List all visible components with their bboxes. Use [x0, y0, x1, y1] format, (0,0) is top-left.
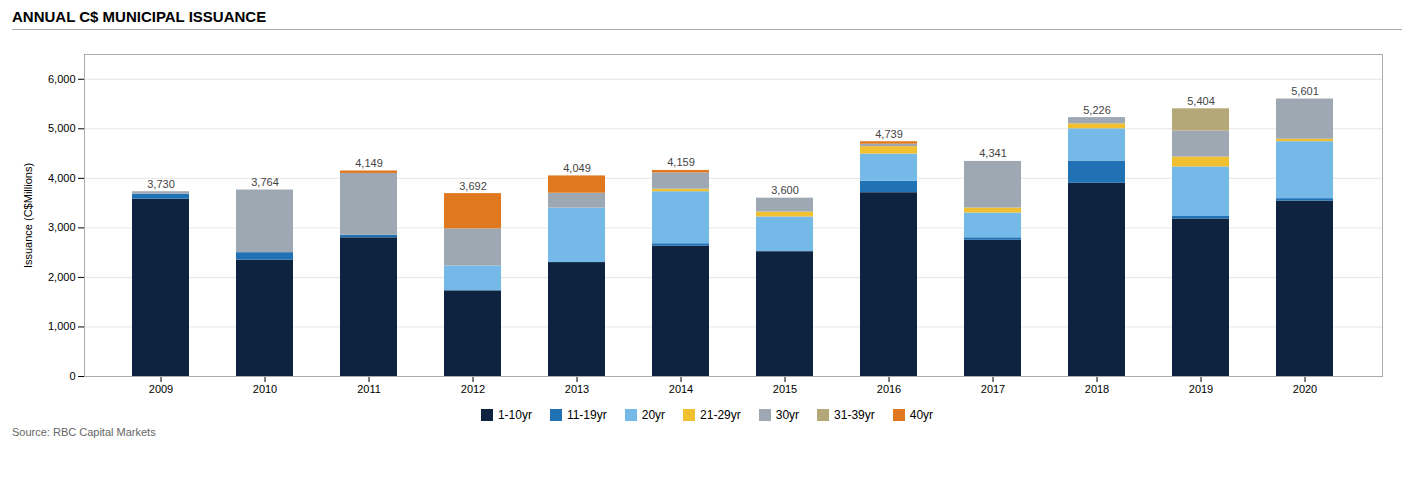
svg-text:2018: 2018 [1085, 383, 1109, 395]
svg-text:2013: 2013 [565, 383, 589, 395]
svg-text:2020: 2020 [1293, 383, 1317, 395]
svg-text:2014: 2014 [669, 383, 693, 395]
html-text:40yr: 40yr [909, 408, 934, 422]
svg-text:4,000: 4,000 [48, 172, 76, 184]
html-text:ANNUAL C$ MUNICIPAL ISSUANCE: ANNUAL C$ MUNICIPAL ISSUANCE [12, 8, 267, 25]
svg-text:2011: 2011 [357, 383, 381, 395]
svg-text:3,764: 3,764 [251, 176, 279, 188]
svg-text:3,600: 3,600 [771, 184, 799, 196]
svg-text:3,000: 3,000 [48, 221, 76, 233]
html-text:21-29yr: 21-29yr [700, 408, 741, 422]
svg-text:4,049: 4,049 [563, 162, 591, 174]
svg-text:2010: 2010 [253, 383, 277, 395]
html-text:31-39yr: 31-39yr [834, 408, 875, 422]
svg-text:2009: 2009 [149, 383, 173, 395]
svg-text:6,000: 6,000 [48, 73, 76, 85]
svg-text:2019: 2019 [1189, 383, 1213, 395]
html-text:1-10yr: 1-10yr [497, 408, 532, 422]
svg-text:4,341: 4,341 [979, 147, 1007, 159]
svg-text:5,404: 5,404 [1187, 95, 1215, 107]
svg-text:2012: 2012 [461, 383, 485, 395]
svg-text:4,159: 4,159 [667, 156, 695, 168]
svg-text:4,739: 4,739 [875, 128, 903, 140]
html-text:30yr: 30yr [775, 408, 800, 422]
svg-text:4,149: 4,149 [355, 157, 383, 169]
svg-text:3,692: 3,692 [459, 180, 487, 192]
svg-text:2015: 2015 [773, 383, 797, 395]
svg-text:0: 0 [69, 370, 75, 382]
html-text:11-19yr: 11-19yr [566, 408, 607, 422]
html-text:Source: RBC Capital Markets: Source: RBC Capital Markets [12, 426, 156, 438]
svg-text:5,601: 5,601 [1291, 85, 1319, 97]
svg-text:5,226: 5,226 [1083, 104, 1111, 116]
svg-text:1,000: 1,000 [48, 320, 76, 332]
svg-text:2017: 2017 [981, 383, 1005, 395]
svg-text:5,000: 5,000 [48, 122, 76, 134]
svg-text:Issuance (C$Millions): Issuance (C$Millions) [22, 163, 34, 268]
html-text:20yr: 20yr [641, 408, 665, 422]
svg-text:2016: 2016 [877, 383, 901, 395]
svg-text:3,730: 3,730 [147, 178, 175, 190]
svg-text:2,000: 2,000 [48, 271, 76, 283]
